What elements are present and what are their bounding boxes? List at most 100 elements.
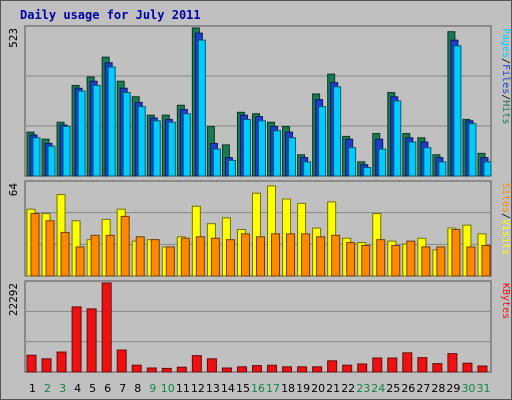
sites-bar [120, 215, 130, 277]
kbytes-bar [131, 364, 142, 373]
kbytes-bar [402, 352, 413, 373]
panel-visits-sites: 64 Sites/Visits [7, 180, 511, 277]
kbytes-bar [251, 365, 262, 373]
sites-bar [30, 213, 40, 277]
sites-bar [271, 233, 281, 277]
legend-item: Pages [500, 28, 511, 58]
pages-bar [152, 120, 161, 177]
sites-bar [75, 246, 85, 277]
kbytes-bar [417, 357, 428, 373]
pages-bar [32, 137, 41, 177]
pages-bar [303, 161, 312, 177]
sites-bar [225, 239, 235, 277]
pages-bar [408, 141, 417, 177]
sites-bar [90, 234, 100, 277]
pages-bar [212, 148, 221, 177]
kbytes-bar [327, 360, 338, 373]
day-label: 13 [206, 382, 220, 395]
legend-item: / [500, 213, 511, 219]
sites-bar [391, 244, 401, 277]
day-label: 7 [119, 382, 126, 395]
pages-bar [288, 137, 297, 177]
day-label: 26 [401, 382, 415, 395]
kbytes-bar [26, 354, 37, 373]
kbytes-bar [477, 365, 488, 373]
pages-bar [423, 147, 432, 177]
day-label: 16 [251, 382, 265, 395]
day-label: 24 [371, 382, 385, 395]
day-label: 23 [356, 382, 370, 395]
pages-bar [453, 45, 462, 177]
sites-bar [255, 236, 265, 277]
pages-bar [483, 161, 492, 177]
sites-bar [60, 231, 70, 277]
y-max-label: 22292 [7, 283, 20, 316]
kbytes-bar [146, 367, 157, 373]
pages-bar [47, 145, 56, 177]
sites-bar [195, 236, 205, 277]
day-label: 3 [59, 382, 66, 395]
sites-bar [286, 233, 296, 277]
kbytes-bar [297, 366, 308, 373]
day-label: 2 [44, 382, 51, 395]
day-label: 1 [29, 382, 36, 395]
sites-bar [301, 233, 311, 277]
sites-bar [436, 246, 446, 277]
sites-bar [451, 229, 461, 277]
pages-bar [122, 92, 131, 177]
day-label: 5 [89, 382, 96, 395]
day-label: 19 [296, 382, 310, 395]
sites-bar [406, 240, 416, 277]
day-label: 8 [134, 382, 141, 395]
pages-bar [348, 147, 357, 177]
sites-bar [421, 246, 431, 277]
day-label: 31 [476, 382, 490, 395]
sites-bar [210, 237, 220, 277]
pages-bar [333, 86, 342, 177]
kbytes-bar [41, 358, 52, 373]
day-label: 29 [446, 382, 460, 395]
legend-item: Sites [500, 183, 511, 213]
pages-bar [378, 148, 387, 177]
sites-bar [165, 246, 175, 277]
kbytes-bar [236, 366, 247, 373]
legend-item: KBytes [500, 283, 511, 319]
kbytes-bar [161, 367, 172, 373]
pages-bar [393, 100, 402, 177]
day-label: 28 [431, 382, 445, 395]
kbytes-bar [86, 308, 97, 373]
day-label: 12 [191, 382, 205, 395]
panel-kbytes: 22292 KBytes [7, 280, 511, 373]
pages-bar [438, 161, 447, 177]
day-label: 20 [311, 382, 325, 395]
legend-item: / [500, 94, 511, 100]
kbytes-bar [282, 366, 293, 373]
kbytes-bar [71, 306, 82, 373]
sites-bar [316, 236, 326, 277]
kbytes-bar [191, 355, 202, 373]
sites-bar [180, 237, 190, 277]
kbytes-bar [462, 362, 473, 373]
day-label: 18 [281, 382, 295, 395]
pages-bar [197, 39, 206, 177]
day-label: 17 [266, 382, 280, 395]
legend-visits-sites: Sites/Visits [500, 183, 511, 255]
legend-kbytes: KBytes [500, 283, 511, 319]
legend-hits-files-pages: Pages/Files/Hits [500, 28, 511, 124]
pages-bar [77, 90, 86, 177]
day-label: 30 [461, 382, 475, 395]
pages-bar [318, 106, 327, 177]
day-label: 25 [386, 382, 400, 395]
pages-bar [182, 113, 191, 177]
day-label: 9 [149, 382, 156, 395]
sites-bar [150, 239, 160, 277]
pages-bar [468, 123, 477, 177]
sites-bar [346, 242, 356, 277]
day-label: 4 [74, 382, 81, 395]
sites-bar [331, 234, 341, 277]
kbytes-bar [267, 364, 278, 373]
sites-bar [240, 233, 250, 277]
kbytes-bar [176, 366, 187, 373]
kbytes-bar [206, 358, 217, 373]
x-axis-labels: 1 2 3 4 5 6 7 8 9 10 11 12 13 14 15 16 17 18 19 20 21 22 23 24 2… [29, 382, 490, 395]
